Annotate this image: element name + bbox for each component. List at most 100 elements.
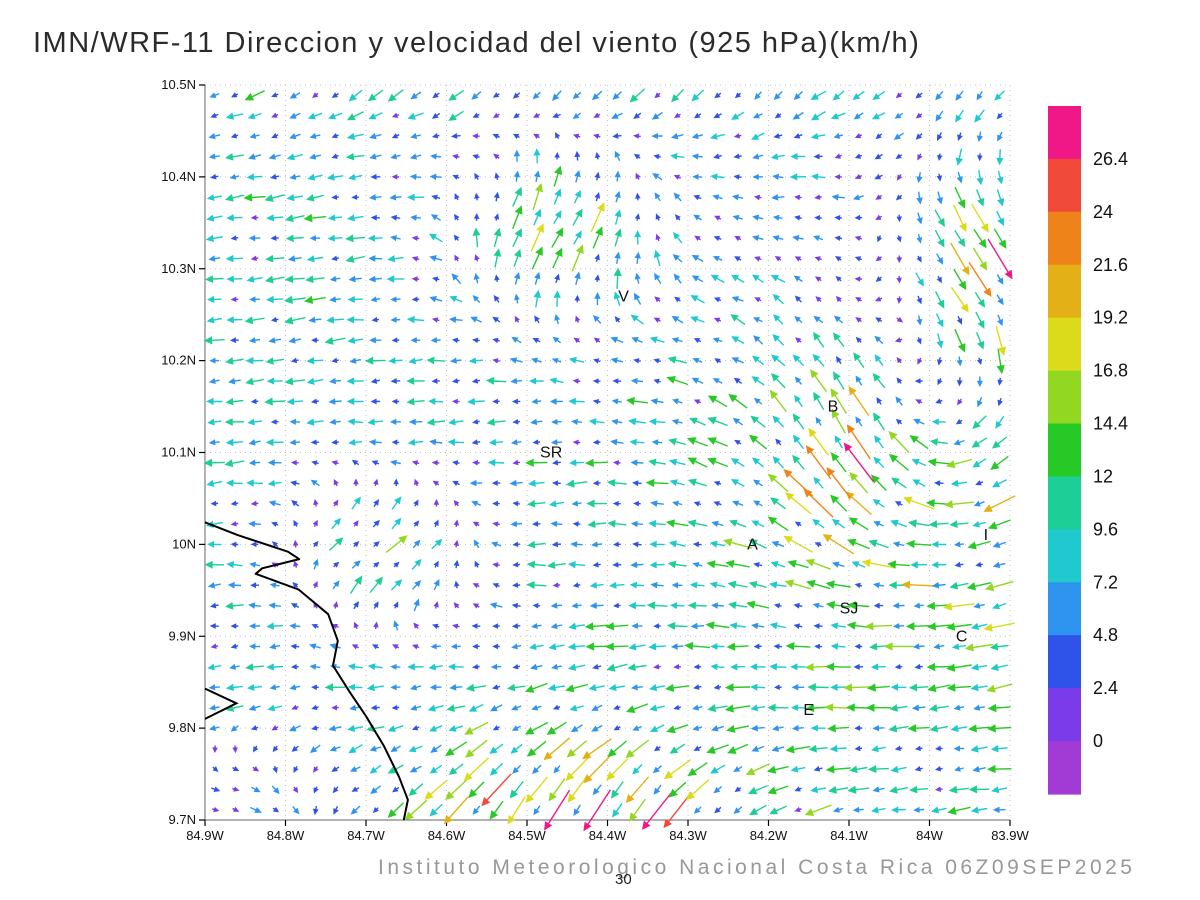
wind-arrow <box>910 561 928 569</box>
wind-arrow <box>348 89 363 102</box>
wind-arrow <box>888 430 910 453</box>
colorbar-label: 19.2 <box>1093 308 1128 328</box>
wind-arrow <box>890 683 907 691</box>
wind-arrow <box>588 683 605 692</box>
wind-arrow <box>309 153 321 160</box>
wind-arrow <box>367 418 384 426</box>
wind-arrow <box>724 704 751 713</box>
wind-arrow <box>687 601 707 610</box>
wind-arrow <box>975 311 985 329</box>
wind-arrow <box>391 496 402 510</box>
wind-arrow <box>290 603 300 609</box>
wind-arrow <box>832 90 845 101</box>
wind-arrow <box>551 541 562 548</box>
wind-arrow <box>832 332 845 348</box>
wind-arrow <box>429 764 443 774</box>
wind-arrow <box>424 779 448 800</box>
wind-arrow <box>986 724 1012 733</box>
wind-arrow <box>674 214 681 221</box>
wind-arrow <box>346 214 364 222</box>
wind-arrow <box>653 317 661 323</box>
wind-arrow <box>995 415 1005 429</box>
wind-arrow <box>915 272 924 287</box>
wind-arrow <box>531 357 542 364</box>
wind-arrow <box>373 478 379 487</box>
wind-arrow <box>769 622 787 630</box>
wind-arrow <box>333 805 339 815</box>
wind-arrow <box>690 622 705 630</box>
wind-arrow <box>526 560 546 569</box>
wind-arrow <box>630 520 643 528</box>
wind-arrow <box>349 766 361 772</box>
wind-arrow <box>976 376 983 388</box>
wind-arrow <box>409 173 422 180</box>
wind-arrow <box>888 724 909 733</box>
wind-arrow <box>916 191 923 205</box>
wind-arrow <box>492 562 500 568</box>
wind-arrow <box>812 602 824 609</box>
wind-arrow <box>987 519 1011 530</box>
wind-arrow <box>996 189 1005 207</box>
wind-arrow <box>774 256 782 262</box>
wind-arrow <box>895 92 903 99</box>
wind-arrow <box>929 724 949 733</box>
wind-arrow <box>445 779 468 801</box>
wind-arrow <box>723 538 753 549</box>
wind-arrow <box>874 354 884 367</box>
wind-arrow <box>874 296 883 302</box>
wind-arrow <box>713 153 722 160</box>
wind-arrow <box>369 764 382 774</box>
wind-arrow <box>591 90 603 101</box>
wind-arrow <box>209 357 220 364</box>
x-tick-label: 84.5W <box>508 828 546 843</box>
wind-arrow <box>648 642 666 651</box>
wind-arrow <box>331 194 339 200</box>
wind-arrow <box>830 622 846 630</box>
wind-arrow <box>830 112 846 120</box>
wind-arrow <box>452 460 460 466</box>
wind-arrow <box>474 172 480 180</box>
wind-arrow <box>250 398 259 405</box>
wind-arrow <box>592 561 601 568</box>
wind-arrow <box>331 460 339 466</box>
peninsula-path <box>204 687 239 720</box>
wind-arrow <box>916 295 922 305</box>
wind-arrow <box>874 173 883 180</box>
wind-arrow <box>726 724 750 733</box>
wind-arrow <box>553 165 563 187</box>
wind-arrow <box>707 395 728 408</box>
wind-arrow <box>663 759 692 780</box>
wind-arrow <box>913 806 925 813</box>
wind-arrow <box>347 336 364 344</box>
wind-arrow <box>772 294 784 305</box>
wind-arrow <box>271 541 279 548</box>
wind-arrow <box>712 378 723 384</box>
wind-arrow <box>710 663 725 671</box>
wind-arrow <box>991 479 1007 488</box>
wind-arrow <box>250 214 259 221</box>
wind-arrow <box>249 561 260 568</box>
wind-arrow <box>992 561 1006 569</box>
wind-arrow <box>769 389 787 413</box>
wind-arrow <box>810 111 826 121</box>
wind-arrow <box>855 336 862 344</box>
y-tick-label: 10.2N <box>161 353 196 368</box>
wind-arrow <box>224 459 245 468</box>
wind-arrow <box>348 439 363 446</box>
wind-arrow <box>225 479 243 487</box>
wind-arrow <box>785 492 812 515</box>
wind-arrow <box>805 445 832 480</box>
wind-arrow <box>846 424 871 460</box>
wind-arrow <box>507 796 526 825</box>
wind-arrow <box>894 112 904 119</box>
wind-arrow <box>629 798 646 822</box>
wind-arrow <box>248 520 261 528</box>
wind-arrow <box>370 378 381 384</box>
wind-arrow <box>288 337 302 344</box>
wind-arrow <box>731 357 744 364</box>
wind-arrow <box>593 112 601 118</box>
wind-arrow <box>209 602 219 609</box>
wind-arrow <box>633 153 641 160</box>
wind-arrow <box>855 375 863 386</box>
wind-arrow <box>206 194 222 201</box>
